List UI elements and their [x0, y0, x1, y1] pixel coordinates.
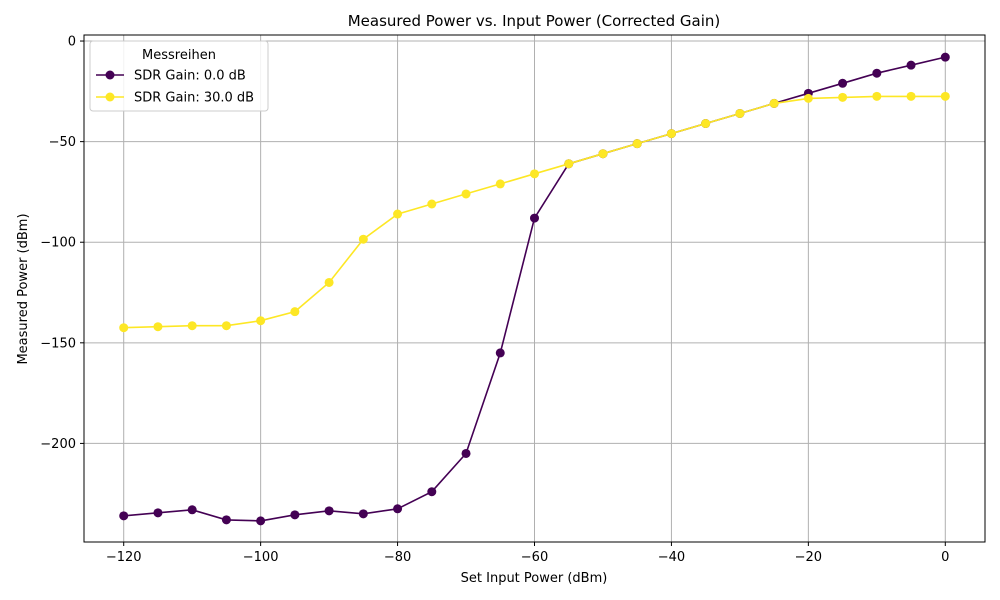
data-point [153, 322, 163, 332]
data-point [187, 321, 197, 331]
data-point [872, 91, 882, 101]
data-point [564, 159, 574, 169]
x-tick-label: −40 [658, 550, 685, 565]
data-point [461, 189, 471, 199]
legend[interactable]: Messreihen SDR Gain: 0.0 dB SDR Gain: 30.0… [89, 40, 269, 112]
x-tick-label: −100 [243, 550, 279, 565]
data-point [119, 511, 129, 521]
x-axis-label: Set Input Power (dBm) [461, 571, 608, 586]
data-point [393, 504, 403, 514]
legend-marker [105, 92, 115, 102]
legend-marker [105, 70, 115, 80]
data-point [940, 91, 950, 101]
data-point [838, 78, 848, 88]
series-2 [119, 91, 950, 333]
data-point [495, 348, 505, 358]
data-point [598, 149, 608, 159]
data-point [906, 91, 916, 101]
y-tick-label: 0 [68, 35, 76, 50]
data-point [495, 179, 505, 189]
y-axis-label: Measured Power (dBm) [16, 213, 31, 364]
y-tick-label: −200 [40, 437, 76, 452]
y-tick-label: −150 [40, 336, 76, 351]
data-point [187, 505, 197, 515]
data-point [427, 487, 437, 497]
data-point [324, 506, 334, 516]
data-point [530, 169, 539, 179]
data-point [256, 516, 266, 526]
legend-title: Messreihen [142, 48, 216, 63]
legend-box [89, 40, 269, 112]
y-tick-label: −100 [40, 236, 76, 251]
x-tick-label: −80 [384, 550, 411, 565]
data-point [153, 508, 163, 518]
data-point [221, 321, 231, 331]
ticks: −120 −100 −80 −60 −40 −20 00−50−100−150−200 [40, 35, 949, 565]
data-point [632, 139, 642, 149]
data-point [256, 316, 266, 326]
data-point [940, 52, 950, 62]
legend-label: SDR Gain: 30.0 dB [134, 91, 254, 106]
series-layer [119, 52, 950, 526]
data-point [666, 129, 676, 139]
data-point [221, 515, 231, 525]
data-point [872, 68, 882, 78]
data-point [769, 98, 779, 108]
x-tick-label: 0 [941, 550, 949, 565]
data-point [358, 234, 368, 244]
data-point [427, 199, 437, 209]
y-tick-label: −50 [49, 135, 76, 150]
data-point [358, 509, 368, 519]
data-point [735, 108, 745, 118]
data-point [803, 93, 813, 103]
legend-label: SDR Gain: 0.0 dB [134, 69, 246, 84]
legend-item[interactable]: SDR Gain: 30.0 dB [96, 91, 254, 106]
chart-title: Measured Power vs. Input Power (Correcte… [348, 12, 721, 30]
data-point [290, 510, 300, 520]
data-point [119, 323, 129, 333]
x-tick-label: −60 [521, 550, 548, 565]
x-tick-label: −20 [795, 550, 822, 565]
data-point [290, 307, 300, 317]
data-point [324, 277, 334, 287]
data-point [461, 448, 471, 458]
data-point [838, 92, 848, 102]
legend-item[interactable]: SDR Gain: 0.0 dB [96, 69, 246, 84]
data-point [530, 213, 539, 223]
data-point [906, 60, 916, 70]
x-tick-label: −120 [106, 550, 142, 565]
data-point [393, 209, 403, 219]
data-point [701, 119, 711, 129]
